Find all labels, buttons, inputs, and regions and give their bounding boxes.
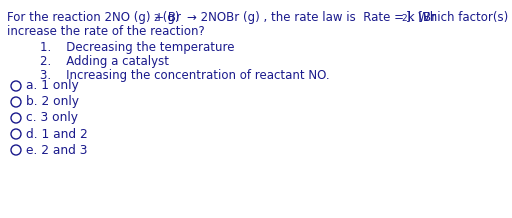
Text: a. 1 only: a. 1 only bbox=[26, 80, 79, 92]
Text: For the reaction 2NO (g) + Br: For the reaction 2NO (g) + Br bbox=[7, 11, 181, 24]
Text: increase the rate of the reaction?: increase the rate of the reaction? bbox=[7, 25, 205, 38]
Text: ]. Which factor(s) will: ]. Which factor(s) will bbox=[406, 11, 512, 24]
Text: 2: 2 bbox=[153, 14, 159, 23]
Text: 2: 2 bbox=[401, 14, 407, 23]
Text: 3.    Increasing the concentration of reactant NO.: 3. Increasing the concentration of react… bbox=[40, 69, 330, 82]
Text: 2.    Adding a catalyst: 2. Adding a catalyst bbox=[40, 55, 169, 68]
Text: (g)  → 2NOBr (g) , the rate law is  Rate = k [Br: (g) → 2NOBr (g) , the rate law is Rate =… bbox=[159, 11, 436, 24]
Text: 1.    Decreasing the temperature: 1. Decreasing the temperature bbox=[40, 41, 234, 54]
Text: e. 2 and 3: e. 2 and 3 bbox=[26, 143, 88, 157]
Text: b. 2 only: b. 2 only bbox=[26, 95, 79, 109]
Text: c. 3 only: c. 3 only bbox=[26, 111, 78, 124]
Text: d. 1 and 2: d. 1 and 2 bbox=[26, 128, 88, 140]
